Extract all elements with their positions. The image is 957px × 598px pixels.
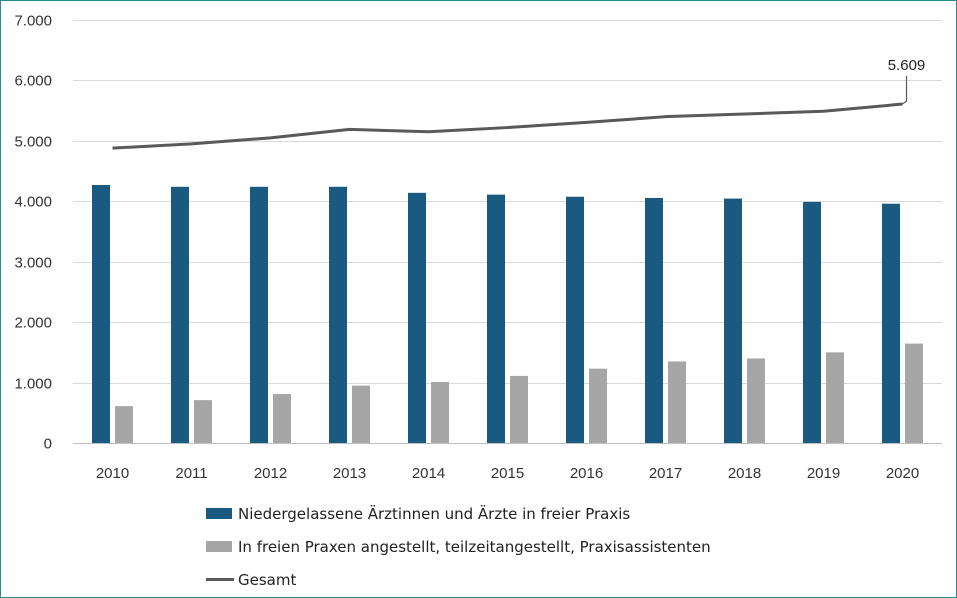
x-tick-label: 2012 (254, 465, 287, 482)
bar-employed (747, 358, 765, 443)
legend-swatch-total (206, 578, 234, 581)
y-tick-label: 2.000 (14, 315, 52, 332)
legend: Niedergelassene Ärztinnen und Ärzte in f… (206, 497, 711, 596)
y-tick-label: 4.000 (14, 194, 52, 211)
legend-label-employed: In freien Praxen angestellt, teilzeitang… (238, 537, 711, 556)
y-tick-label: 7.000 (14, 13, 52, 30)
x-tick-label: 2018 (728, 465, 761, 482)
bar-employed (352, 385, 370, 443)
legend-item-practitioners: Niedergelassene Ärztinnen und Ärzte in f… (206, 497, 711, 530)
x-tick-label: 2015 (491, 465, 524, 482)
bar-employed (668, 361, 686, 443)
legend-swatch-employed (206, 541, 232, 552)
bar-employed (194, 400, 212, 443)
x-axis: 2010 2011 2012 2013 2014 2015 2016 2017 2018 2019… (96, 465, 919, 482)
x-tick-label: 2019 (807, 465, 840, 482)
bar-employed (431, 381, 449, 443)
bars (92, 184, 923, 444)
y-tick-label: 6.000 (14, 73, 52, 90)
x-tick-label: 2020 (886, 465, 919, 482)
bar-practitioners (882, 203, 900, 443)
bar-practitioners (171, 186, 189, 444)
bar-practitioners (408, 192, 426, 443)
bar-employed (273, 394, 291, 443)
legend-label-total: Gesamt (238, 570, 297, 589)
bar-employed (115, 406, 133, 443)
y-tick-label: 1.000 (14, 376, 52, 393)
total-line (112, 102, 903, 150)
x-tick-label: 2016 (570, 465, 603, 482)
line-total (112, 102, 903, 150)
y-tick-label: 0 (44, 436, 52, 453)
legend-swatch-practitioners (206, 508, 232, 519)
bar-practitioners (566, 196, 584, 443)
legend-item-employed: In freien Praxen angestellt, teilzeitang… (206, 530, 711, 563)
bar-practitioners (803, 201, 821, 443)
annotation: 5.609 (888, 57, 926, 105)
x-tick-label: 2011 (175, 465, 207, 482)
bar-employed (510, 375, 528, 443)
annotation-leader (902, 76, 908, 105)
bar-employed (589, 368, 607, 443)
y-tick-label: 3.000 (14, 255, 52, 272)
y-axis: 0 1.000 2.000 3.000 4.000 5.000 6.000 7.000 (14, 13, 52, 453)
bar-practitioners (645, 197, 663, 443)
x-tick-label: 2013 (333, 465, 366, 482)
y-tick-label: 5.000 (14, 134, 52, 151)
legend-label-practitioners: Niedergelassene Ärztinnen und Ärzte in f… (238, 504, 631, 523)
bar-practitioners (487, 194, 505, 443)
bar-practitioners (329, 186, 347, 444)
bar-employed (905, 343, 923, 443)
x-tick-label: 2017 (649, 465, 682, 482)
x-tick-label: 2014 (412, 465, 445, 482)
bar-practitioners (92, 184, 110, 443)
bar-practitioners (250, 186, 268, 444)
bar-practitioners (724, 198, 742, 443)
annotation-label: 5.609 (888, 57, 926, 74)
legend-item-total: Gesamt (206, 563, 711, 596)
x-tick-label: 2010 (96, 465, 129, 482)
bar-employed (826, 352, 844, 443)
